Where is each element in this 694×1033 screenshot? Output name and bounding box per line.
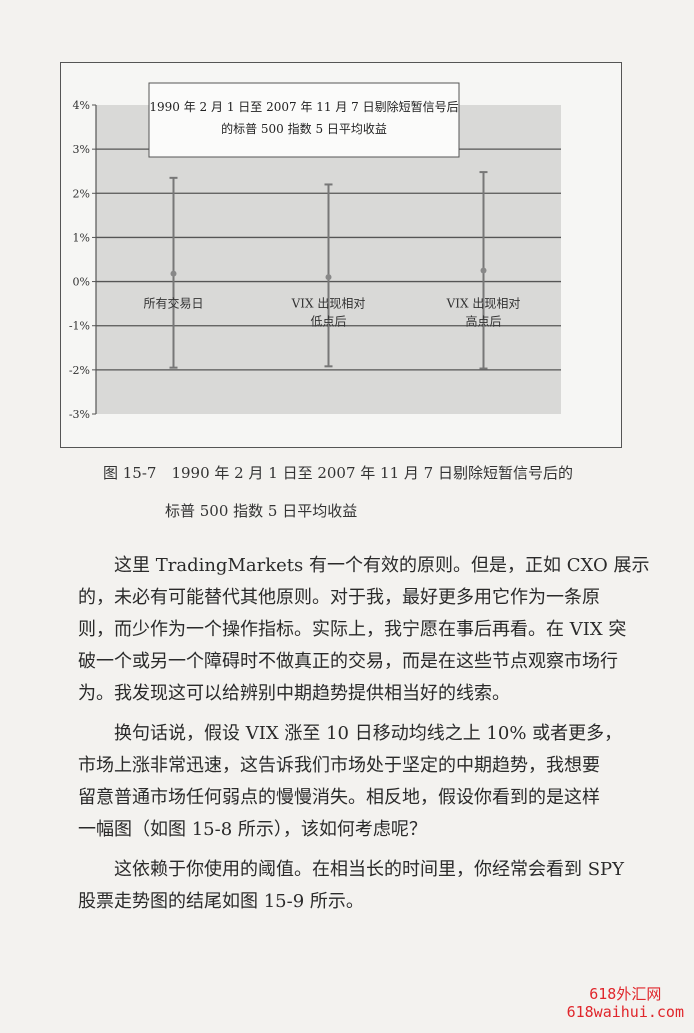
watermark-line1: 618外汇网 [589, 985, 662, 1003]
y-tick-label: -1% [69, 320, 90, 333]
y-tick-label: 2% [73, 187, 90, 200]
chart-title-line: 1990 年 2 月 1 日至 2007 年 11 月 7 日剔除短暂信号后 [149, 99, 458, 114]
y-tick-label: -3% [69, 408, 90, 421]
paragraph-2: 换句话说，假设 VIX 涨至 10 日移动均线之上 10% 或者更多， 市场上涨… [78, 718, 678, 846]
chart-title-box [148, 82, 460, 158]
category-label: VIX 出现相对 [291, 297, 366, 311]
y-tick-label: -2% [69, 364, 90, 377]
category-label: 高点后 [465, 314, 501, 329]
text-line: 这里 TradingMarkets 有一个有效的原则。但是，正如 CXO 展示 [114, 555, 650, 576]
y-tick-label: 3% [73, 143, 90, 156]
paragraph-3: 这依赖于你使用的阈值。在相当长的时间里，你经常会看到 SPY 股票走势图的结尾如… [78, 854, 678, 918]
watermark: 618外汇网 618waihui.com [567, 985, 684, 1021]
text-line: 的，未必有可能替代其他原则。对于我，最好更多用它作为一条原 [78, 587, 600, 608]
text-line: 则，而少作为一个操作指标。实际上，我宁愿在事后再看。在 VIX 突 [78, 619, 627, 640]
watermark-line2: 618waihui.com [566, 1003, 684, 1021]
category-label: VIX 出现相对 [446, 297, 521, 311]
figure-caption-line1: 图 15-7 1990 年 2 月 1 日至 2007 年 11 月 7 日剔除… [103, 464, 573, 482]
y-tick-label: 4% [73, 99, 90, 112]
y-tick-label: 0% [73, 276, 90, 289]
text-line: 市场上涨非常迅速，这告诉我们市场处于坚定的中期趋势，我想要 [78, 755, 600, 776]
y-tick-label: 1% [73, 231, 90, 244]
category-label: 低点后 [310, 315, 346, 329]
text-line: 为。我发现这可以给辨别中期趋势提供相当好的线索。 [78, 683, 510, 704]
text-line: 留意普通市场任何弱点的慢慢消失。相反地，假设你看到的是这样 [78, 787, 600, 808]
text-line: 这依赖于你使用的阈值。在相当长的时间里，你经常会看到 SPY [114, 859, 625, 880]
mean-point [170, 270, 177, 277]
mean-point [325, 274, 332, 281]
text-line: 股票走势图的结尾如图 15-9 所示。 [78, 891, 364, 912]
text-line: 换句话说，假设 VIX 涨至 10 日移动均线之上 10% 或者更多， [114, 723, 623, 744]
text-line: 一幅图（如图 15-8 所示），该如何考虑呢？ [78, 819, 427, 840]
figure-caption-line2: 标普 500 指数 5 日平均收益 [165, 502, 358, 520]
text-line: 破一个或另一个障碍时不做真正的交易，而是在这些节点观察市场行 [78, 651, 618, 672]
chart-title-line: 的标普 500 指数 5 日平均收益 [221, 121, 387, 136]
mean-point [480, 267, 487, 274]
category-label: 所有交易日 [143, 296, 203, 311]
figure-frame: -3% -2% -1% 0% 1% 2% 3% 4% 所有交易日 VIX 出现相对 低点后 VIX 出… [60, 62, 622, 448]
paragraph-1: 这里 TradingMarkets 有一个有效的原则。但是，正如 CXO 展示 … [78, 550, 678, 710]
